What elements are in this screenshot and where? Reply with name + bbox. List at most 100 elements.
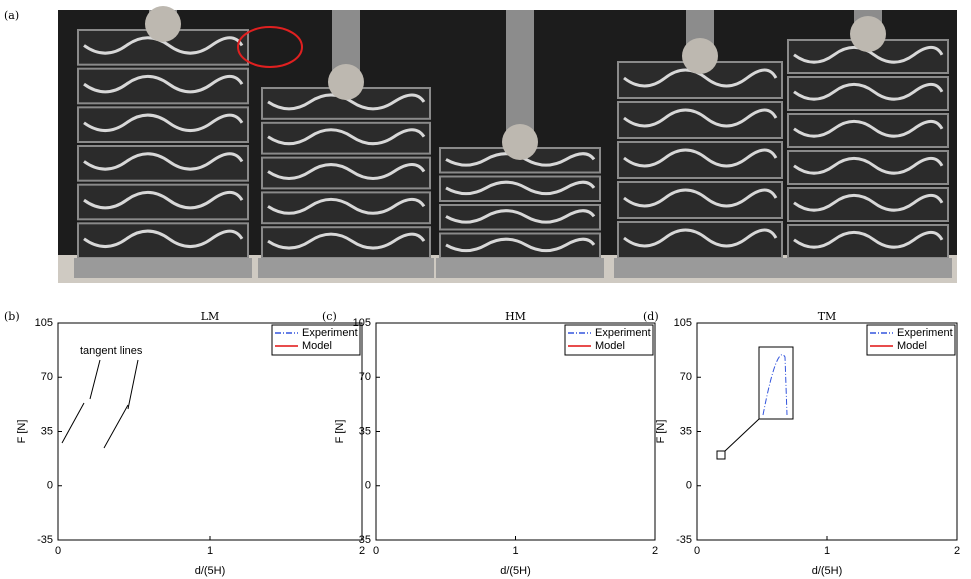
y-tick-label: -35 (676, 534, 692, 546)
frame (787, 76, 949, 111)
x-tick-label: 0 (373, 545, 379, 557)
frame (617, 101, 783, 139)
frame (77, 67, 249, 105)
legend-label: Experiment (302, 327, 358, 339)
x-tick-label: 1 (824, 545, 830, 557)
frame (439, 204, 601, 231)
y-tick-label: 70 (41, 371, 53, 383)
base (74, 258, 252, 278)
beam (623, 188, 778, 208)
beam (267, 93, 426, 111)
beam (83, 113, 244, 133)
plot-frame (375, 322, 656, 541)
load-knob (682, 38, 718, 74)
legend-box (564, 324, 654, 356)
plot-frame (696, 322, 958, 541)
beam (793, 82, 944, 101)
beam (793, 156, 944, 175)
beam (445, 209, 596, 224)
frame (261, 226, 431, 259)
beam (793, 193, 944, 212)
legend-label: Experiment (595, 327, 651, 339)
frame (787, 187, 949, 222)
zoom-connector (724, 418, 760, 452)
x-axis-label: d/(5H) (195, 565, 226, 577)
x-tick-label: 2 (359, 545, 365, 557)
frame (261, 121, 431, 155)
panel-label: (a) (4, 9, 19, 22)
panel-label: (d) (643, 310, 659, 323)
legend-box (271, 324, 361, 356)
y-axis-label: F [N] (334, 420, 346, 444)
y-axis-label: F [N] (16, 420, 28, 444)
beam (623, 108, 778, 128)
y-tick-label: 70 (680, 371, 692, 383)
load-knob (502, 124, 538, 160)
annotation-arrow (89, 359, 139, 410)
x-tick-label: 1 (207, 545, 213, 557)
frame (787, 224, 949, 259)
load-knob (850, 16, 886, 52)
photo (58, 6, 957, 283)
beam (83, 74, 244, 94)
y-tick-label: 70 (359, 371, 371, 383)
frame (787, 113, 949, 148)
legend-box (866, 324, 956, 356)
y-tick-label: 35 (680, 425, 692, 437)
annotation: tangent lines (80, 345, 143, 357)
legend-label: Model (897, 340, 927, 352)
y-tick-label: 0 (365, 480, 371, 492)
frame (77, 106, 249, 144)
y-tick-label: -35 (37, 534, 53, 546)
chart-title: LM (201, 310, 220, 323)
y-tick-label: 105 (35, 317, 53, 329)
x-tick-label: 1 (512, 545, 518, 557)
x-tick-label: 0 (694, 545, 700, 557)
beam (83, 190, 244, 210)
zoom-circle (237, 26, 303, 68)
x-tick-label: 2 (954, 545, 960, 557)
frame (617, 181, 783, 219)
legend-label: Model (302, 340, 332, 352)
panel-label: (c) (322, 310, 337, 323)
panel-label: (b) (4, 310, 20, 323)
y-tick-label: -35 (355, 534, 371, 546)
beam (623, 148, 778, 168)
base (614, 258, 786, 278)
beam (83, 229, 244, 249)
beam (623, 228, 778, 248)
y-tick-label: 0 (47, 480, 53, 492)
beam (793, 45, 944, 64)
beam (267, 128, 426, 146)
chart-title: HM (505, 310, 526, 323)
y-tick-label: 105 (674, 317, 692, 329)
base (258, 258, 434, 278)
y-axis-label: F [N] (655, 420, 667, 444)
beam (267, 197, 426, 215)
beam (445, 180, 596, 196)
frame (261, 191, 431, 225)
legend-label: Model (595, 340, 625, 352)
x-tick-label: 0 (55, 545, 61, 557)
beam (267, 163, 426, 180)
inset-box (758, 346, 794, 420)
beam (623, 68, 778, 88)
frame (77, 145, 249, 182)
load-knob (328, 64, 364, 100)
load-knob (145, 6, 181, 42)
frame (77, 222, 249, 259)
base (436, 258, 604, 278)
beam (445, 152, 596, 167)
frame (617, 221, 783, 259)
beam (445, 237, 596, 253)
frame (617, 141, 783, 179)
x-tick-label: 2 (652, 545, 658, 557)
y-tick-label: 105 (353, 317, 371, 329)
beam (83, 36, 244, 55)
y-tick-label: 35 (41, 425, 53, 437)
y-tick-label: 0 (686, 480, 692, 492)
beam (793, 119, 944, 138)
frame (439, 232, 601, 259)
legend-label: Experiment (897, 327, 953, 339)
